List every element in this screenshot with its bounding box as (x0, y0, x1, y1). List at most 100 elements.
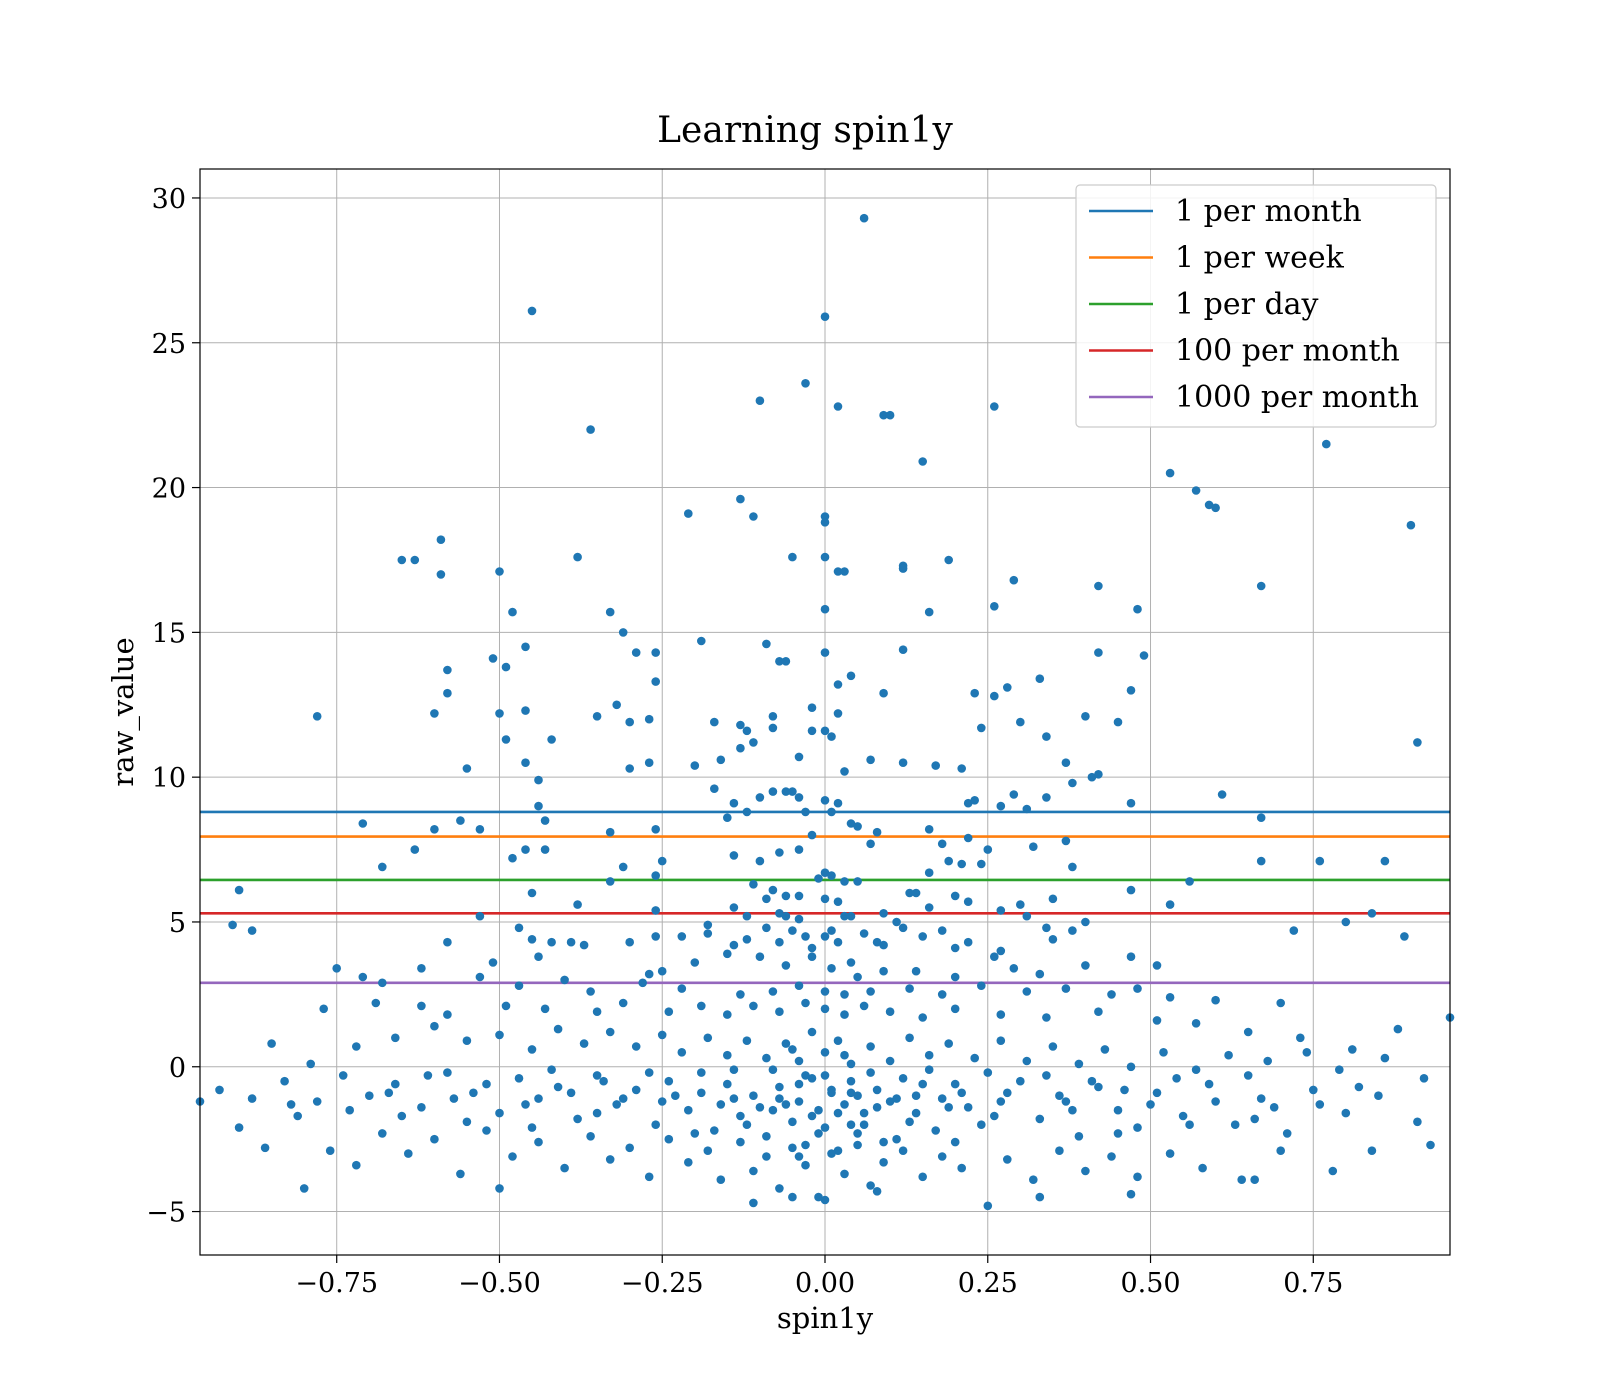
data-point (365, 1091, 374, 1100)
data-point (1146, 1100, 1155, 1109)
data-point (768, 987, 778, 996)
data-point (605, 607, 615, 617)
data-point (944, 555, 953, 565)
data-point (775, 657, 784, 666)
data-point (924, 1065, 934, 1074)
data-point (1276, 998, 1285, 1008)
data-point (397, 555, 407, 565)
data-point (749, 1091, 758, 1100)
data-point (827, 1149, 836, 1158)
data-point (788, 926, 797, 935)
data-point (312, 1097, 322, 1106)
data-point (820, 312, 830, 322)
data-point (1309, 1085, 1318, 1095)
data-point (521, 758, 530, 767)
data-point (1061, 758, 1071, 767)
data-point (1152, 1088, 1162, 1098)
data-point (1055, 1146, 1064, 1155)
data-point (651, 1120, 660, 1129)
data-point (742, 807, 752, 817)
data-point (1159, 1048, 1168, 1057)
data-point (963, 937, 973, 947)
data-point (631, 1042, 641, 1051)
data-point (1426, 1140, 1435, 1150)
data-point (794, 1079, 804, 1089)
data-point (534, 1094, 543, 1103)
data-point (684, 1105, 693, 1115)
data-point (729, 940, 739, 950)
data-point (378, 1129, 387, 1138)
data-point (801, 1160, 810, 1170)
data-point (820, 932, 830, 941)
data-point (684, 509, 693, 518)
data-point (729, 798, 739, 808)
data-point (651, 677, 660, 686)
data-point (742, 911, 752, 921)
data-point (1087, 772, 1097, 782)
data-point (775, 1007, 784, 1016)
data-point (990, 1111, 999, 1121)
data-point (879, 410, 888, 420)
data-point (710, 784, 719, 793)
data-point (1133, 1123, 1142, 1132)
data-point (1211, 1097, 1220, 1106)
data-point (625, 937, 634, 947)
data-point (853, 1091, 862, 1100)
data-point (560, 975, 569, 985)
data-point (1068, 778, 1077, 788)
data-point (950, 1137, 960, 1147)
data-point (859, 213, 869, 223)
data-point (762, 923, 771, 933)
data-point (547, 937, 556, 947)
data-point (436, 535, 446, 544)
data-point (234, 885, 244, 895)
data-point (1191, 486, 1201, 495)
data-point (378, 862, 387, 872)
data-point (898, 923, 908, 933)
data-point (820, 1048, 830, 1057)
data-point (937, 839, 947, 849)
data-point (469, 1088, 478, 1098)
data-point (781, 961, 791, 970)
data-point (1152, 1016, 1162, 1025)
data-point (807, 1111, 817, 1121)
data-point (1022, 987, 1032, 996)
data-point (1393, 1024, 1403, 1034)
data-point (866, 987, 875, 996)
data-point (729, 851, 739, 860)
data-point (794, 914, 804, 924)
data-point (814, 1129, 823, 1138)
data-point (788, 787, 797, 796)
data-point (710, 717, 719, 727)
data-point (404, 1149, 413, 1158)
data-point (807, 1027, 817, 1037)
data-point (534, 801, 543, 811)
x-axis-ticks: −0.75 −0.50 −0.25 0.00 0.25 0.50 0.75 (295, 1255, 1343, 1299)
data-point (1250, 1114, 1259, 1124)
data-point (1048, 1042, 1058, 1051)
data-point (651, 648, 660, 657)
data-point (898, 1146, 908, 1155)
data-point (716, 1175, 726, 1184)
data-point (1269, 1103, 1279, 1112)
data-point (495, 1030, 504, 1040)
data-point (358, 819, 368, 828)
data-point (846, 1076, 856, 1086)
data-point (977, 723, 986, 733)
data-point (352, 1160, 361, 1170)
data-point (1113, 1105, 1123, 1115)
data-point (827, 964, 836, 973)
data-point (299, 1184, 309, 1193)
data-point (879, 1137, 888, 1147)
data-point (983, 1068, 993, 1077)
data-point (879, 909, 888, 918)
data-point (775, 909, 784, 918)
data-point (755, 856, 765, 866)
data-point (495, 1184, 504, 1193)
data-point (1178, 1111, 1188, 1121)
data-point (846, 819, 856, 828)
data-point (853, 1140, 862, 1150)
data-point (345, 1105, 355, 1115)
threshold-lines (200, 810, 1450, 985)
data-point (1048, 894, 1058, 904)
